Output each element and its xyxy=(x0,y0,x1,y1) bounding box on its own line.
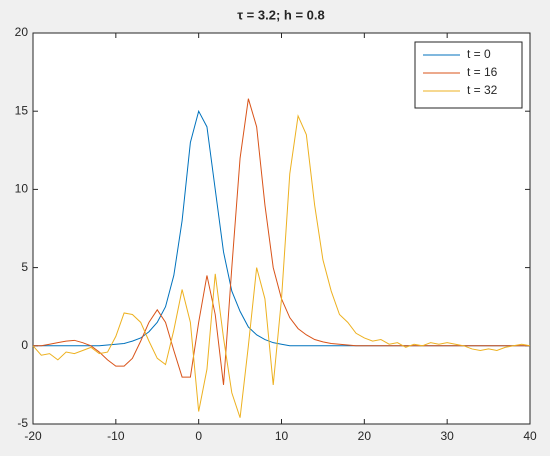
x-tick-label: -10 xyxy=(107,429,125,443)
x-tick-label: -20 xyxy=(24,429,42,443)
y-tick-label: 20 xyxy=(15,25,29,39)
chart-title: τ = 3.2; h = 0.8 xyxy=(237,7,324,22)
data-line xyxy=(32,114,531,418)
legend-label: t = 16 xyxy=(467,65,498,79)
y-tick-label: 10 xyxy=(15,182,29,196)
x-tick-label: 0 xyxy=(195,429,202,443)
y-tick-label: 0 xyxy=(21,338,28,352)
y-tick-label: 15 xyxy=(15,103,29,117)
y-tick-label: 5 xyxy=(21,260,28,274)
x-tick-label: 40 xyxy=(523,429,537,443)
x-tick-label: 20 xyxy=(358,429,372,443)
x-tick-label: 30 xyxy=(440,429,454,443)
y-tick-label: -5 xyxy=(17,416,28,430)
legend-label: t = 32 xyxy=(467,83,498,97)
x-tick-label: 10 xyxy=(275,429,289,443)
legend-label: t = 0 xyxy=(467,47,491,61)
legend-box xyxy=(414,41,523,109)
